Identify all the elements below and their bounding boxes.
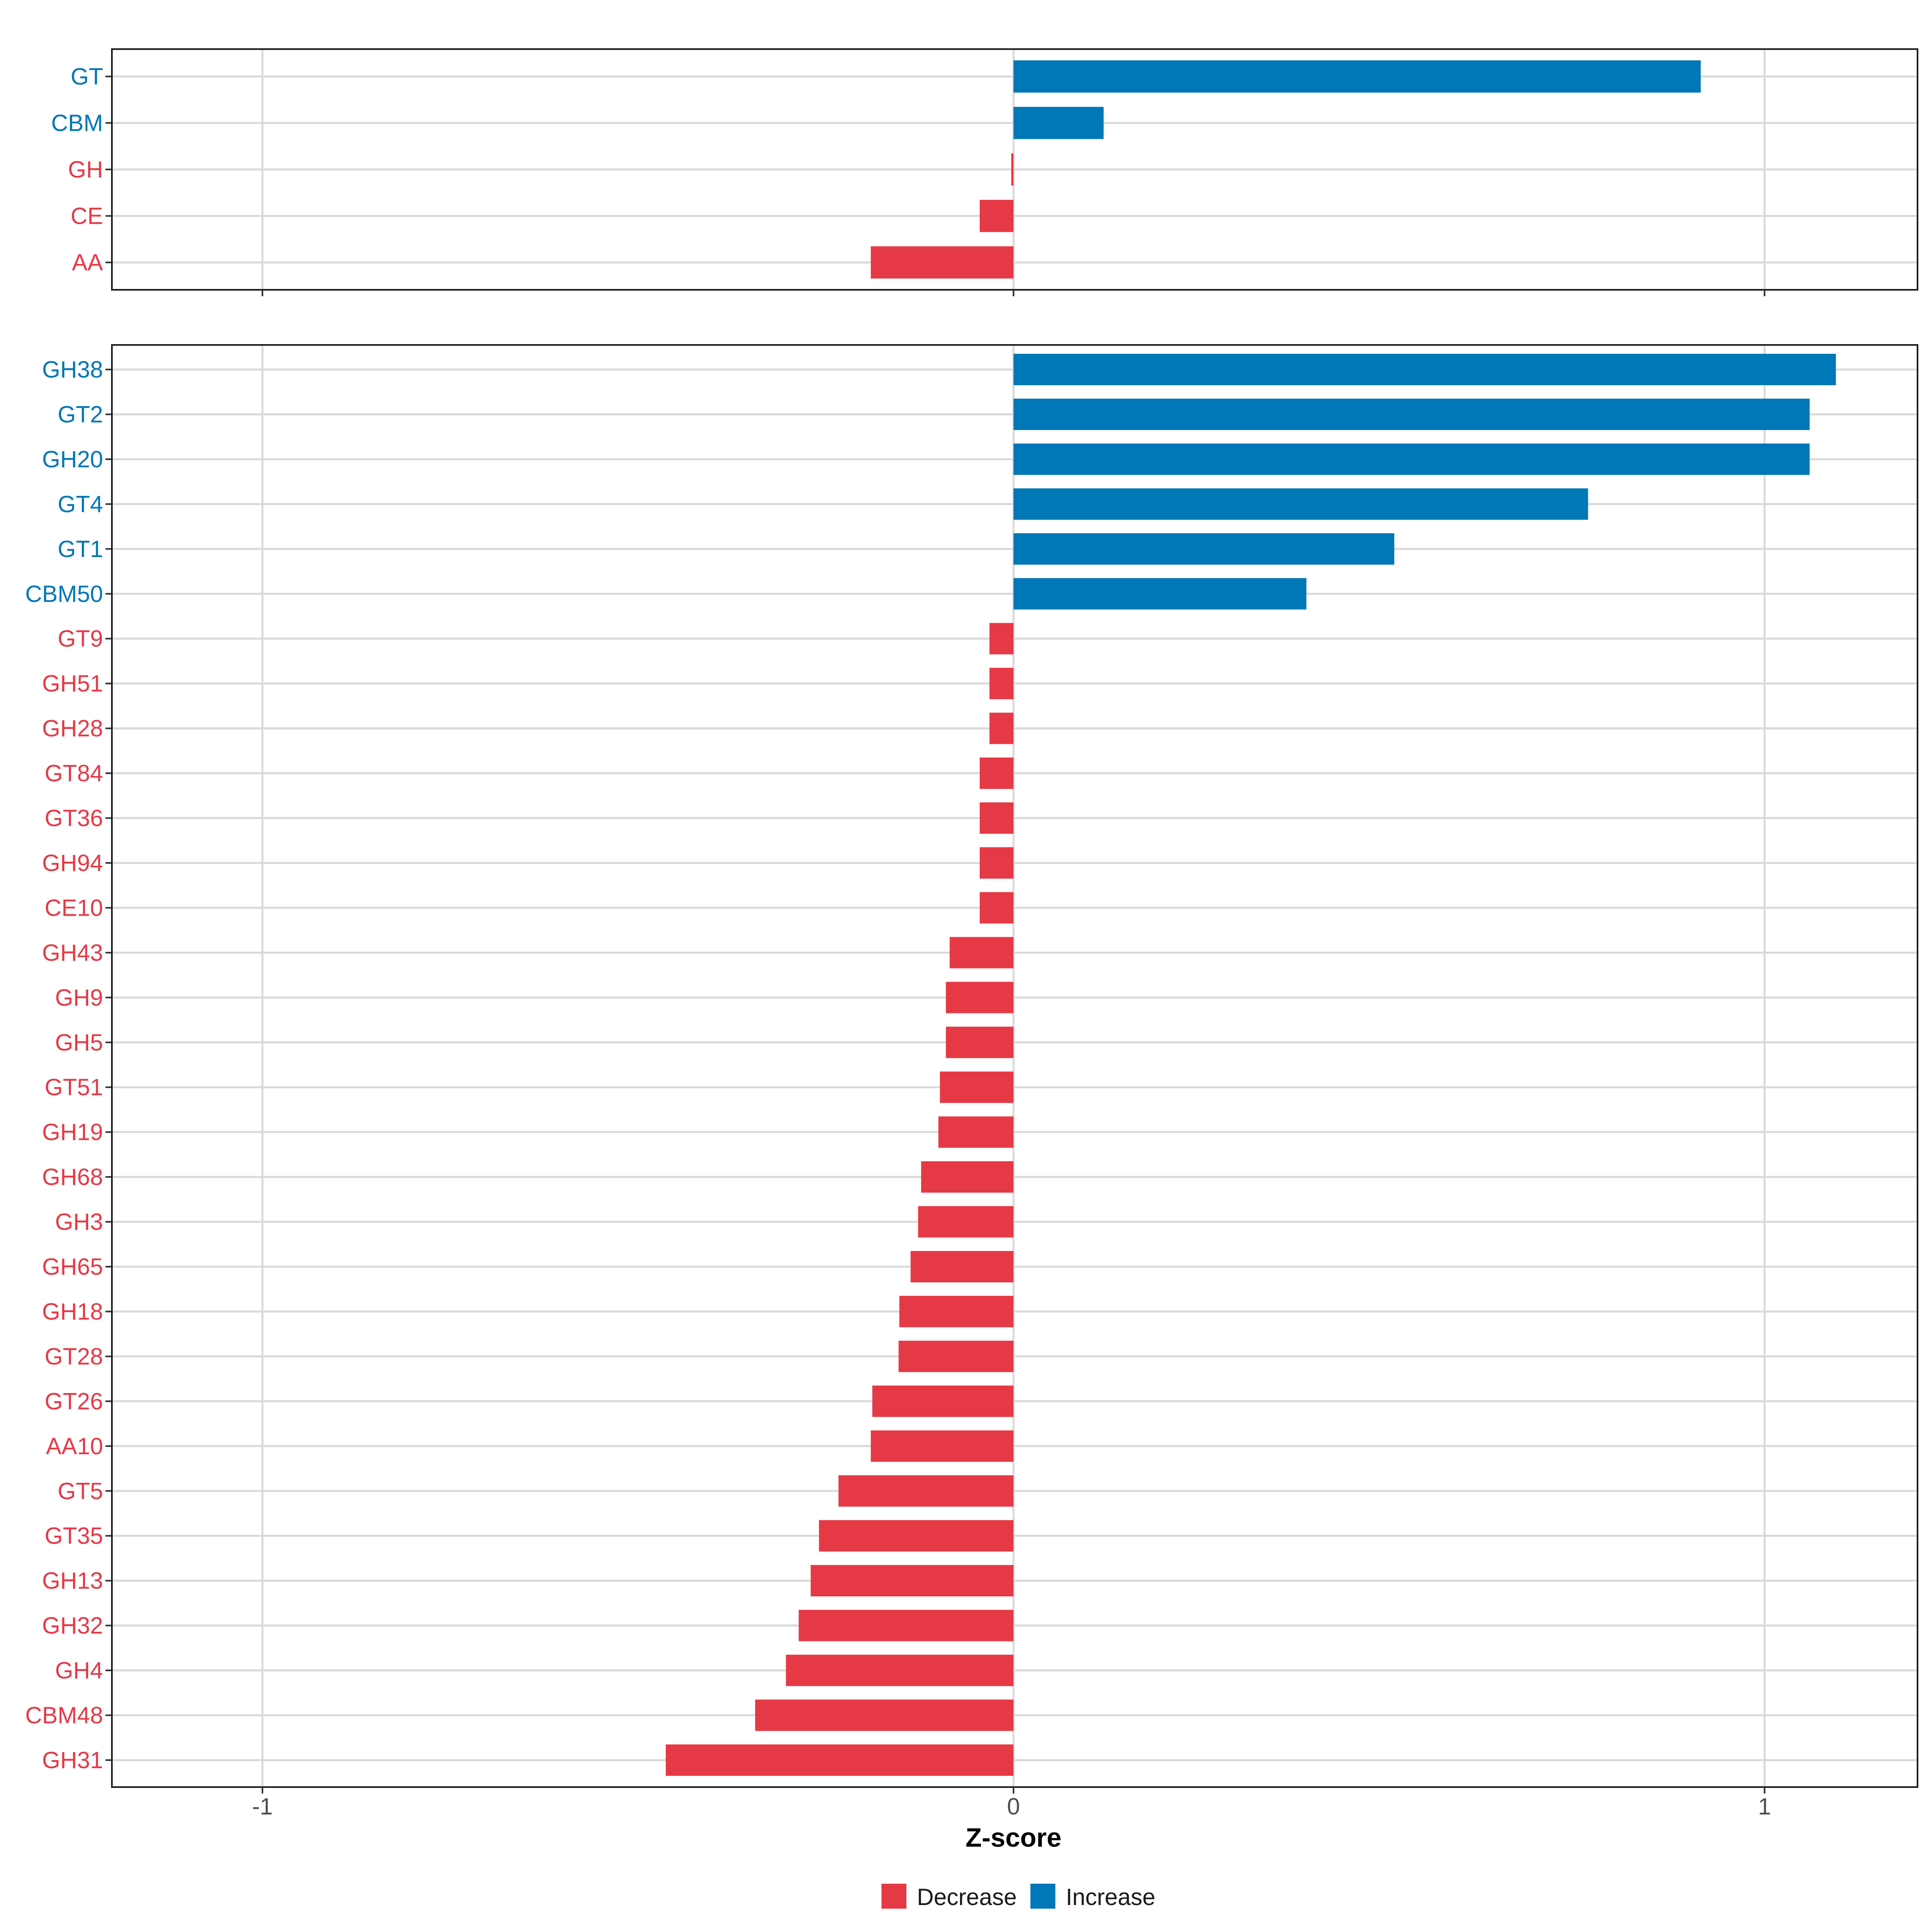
bar-gt2	[1013, 398, 1810, 430]
bar-aa	[871, 246, 1013, 279]
bar-gt26	[872, 1385, 1013, 1417]
bar-gh3	[918, 1206, 1013, 1238]
y-tick-label-ce: CE	[70, 203, 103, 229]
y-tick-label-gh94: GH94	[42, 850, 103, 876]
bar-gh38	[1013, 354, 1836, 385]
bar-gh	[1011, 153, 1013, 186]
x-axis-title: Z-score	[966, 1823, 1061, 1852]
y-tick-label-gt5: GT5	[58, 1478, 103, 1504]
y-tick-label-gt: GT	[70, 64, 103, 90]
bar-aa10	[871, 1430, 1013, 1462]
y-tick-label-gt9: GT9	[58, 626, 103, 652]
legend-label-decrease: Decrease	[917, 1884, 1017, 1910]
bar-gh18	[899, 1296, 1013, 1327]
y-tick-label-gh32: GH32	[42, 1613, 103, 1639]
x-tick-label: 0	[1007, 1794, 1020, 1820]
y-tick-label-aa10: AA10	[46, 1433, 103, 1459]
bar-ce	[980, 200, 1013, 232]
y-tick-label-gt4: GT4	[58, 491, 103, 517]
bar-gh68	[921, 1161, 1013, 1193]
y-tick-label-gh9: GH9	[55, 985, 103, 1011]
y-tick-label-gh68: GH68	[42, 1164, 103, 1190]
legend: Decrease Increase	[881, 1884, 1155, 1910]
bar-gh19	[938, 1116, 1013, 1148]
legend-swatch-increase	[1030, 1884, 1055, 1909]
x-tick-label: -1	[252, 1794, 273, 1820]
y-tick-label-gt28: GT28	[45, 1344, 103, 1370]
y-tick-label-gh13: GH13	[42, 1568, 103, 1594]
bar-gt35	[819, 1520, 1013, 1552]
bar-gt51	[940, 1071, 1013, 1103]
legend-label-increase: Increase	[1066, 1884, 1155, 1910]
bar-gh5	[946, 1026, 1013, 1058]
bar-ce10	[980, 892, 1013, 924]
panel-border	[111, 48, 1918, 291]
y-tick-label-ce10: CE10	[45, 895, 103, 921]
bar-gh4	[786, 1655, 1013, 1686]
bar-gh43	[949, 937, 1013, 968]
panel-class-level: GT CBM GH CE AA	[51, 48, 1918, 296]
y-tick-label-gh28: GH28	[42, 716, 103, 742]
x-tick-label: 1	[1758, 1794, 1771, 1820]
bar-gh51	[989, 668, 1013, 700]
bar-gh28	[989, 712, 1013, 744]
bar-gh20	[1013, 443, 1810, 475]
y-tick-label-gh4: GH4	[55, 1657, 103, 1684]
y-tick-label-gh65: GH65	[42, 1254, 103, 1280]
bar-gt1	[1013, 533, 1395, 565]
y-tick-label-gh43: GH43	[42, 940, 103, 966]
y-tick-label-gt26: GT26	[45, 1388, 103, 1414]
bar-gt84	[980, 758, 1013, 789]
bar-gt28	[898, 1340, 1013, 1372]
y-tick-label-gt36: GT36	[45, 805, 103, 832]
y-tick-label-gh31: GH31	[42, 1747, 103, 1773]
bar-gh94	[980, 847, 1013, 879]
bar-gt9	[989, 623, 1013, 654]
bar-gt4	[1013, 488, 1588, 520]
y-tick-label-gt51: GT51	[45, 1074, 103, 1100]
panel-border	[111, 344, 1918, 1788]
panel-family-level: GH38 GT2 GH20 GT4 GT1 CBM50 GT9 GH51 GH28 GT84 GT3…	[25, 344, 1918, 1794]
y-tick-label-gh5: GH5	[55, 1030, 103, 1056]
y-tick-label-gt84: GT84	[45, 760, 103, 786]
x-axis: -1 0 1	[252, 1794, 1771, 1820]
y-tick-label-gh20: GH20	[42, 446, 103, 473]
y-tick-label-cbm: CBM	[51, 110, 103, 136]
bar-gt	[1013, 60, 1701, 93]
bar-gh32	[799, 1610, 1013, 1641]
y-tick-label-cbm48: CBM48	[25, 1703, 103, 1729]
y-tick-label-gt35: GT35	[45, 1523, 103, 1549]
bar-cbm50	[1013, 578, 1307, 610]
y-tick-label-cbm50: CBM50	[25, 581, 103, 607]
bar-gh9	[946, 982, 1013, 1013]
bar-gt5	[838, 1475, 1013, 1507]
legend-swatch-decrease	[881, 1884, 906, 1909]
y-tick-label-gh3: GH3	[55, 1209, 103, 1235]
y-tick-label-aa: AA	[72, 250, 103, 276]
bar-cbm	[1013, 107, 1104, 139]
y-tick-label-gh51: GH51	[42, 671, 103, 697]
y-tick-label-gt2: GT2	[58, 401, 103, 427]
bar-gh65	[910, 1251, 1013, 1282]
bar-gh13	[811, 1565, 1013, 1597]
y-tick-label-gh18: GH18	[42, 1298, 103, 1325]
y-tick-label-gh: GH	[68, 157, 103, 183]
y-tick-label-gh38: GH38	[42, 357, 103, 383]
bar-gt36	[980, 802, 1013, 834]
y-tick-label-gt1: GT1	[58, 536, 103, 562]
bar-gh31	[666, 1744, 1013, 1776]
y-tick-label-gh19: GH19	[42, 1119, 103, 1146]
bar-cbm48	[755, 1699, 1013, 1731]
